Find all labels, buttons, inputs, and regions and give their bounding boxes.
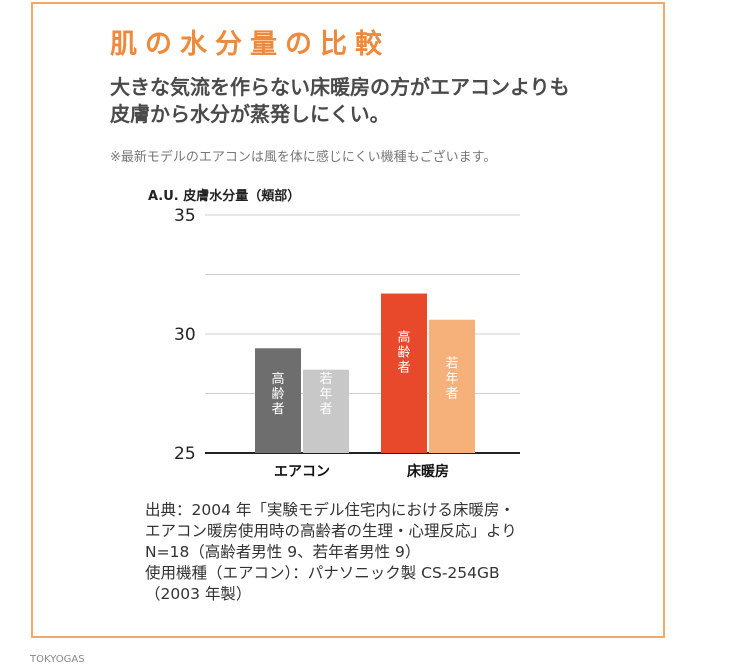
y-tick-label: 35 [174,206,196,226]
bar [303,369,349,453]
image-credit: TOKYOGAS [30,654,85,665]
x-category-label: エアコン [274,464,330,480]
bar-series-label: 高齢者 [397,330,410,376]
lead-line-1: 大きな気流を作らない床暖房の方がエアコンよりも [110,75,570,99]
source-line-5: （2003 年製） [145,585,252,603]
source-line-2: エアコン暖房使用時の高齢者の生理・心理反応」より [145,522,517,540]
footnote: ※最新モデルのエアコンは風を体に感じにくい機種もございます。 [110,150,497,165]
bar [429,319,475,453]
y-axis-label: A.U. 皮膚水分量（頬部） [148,189,301,204]
source-line-3: N=18（高齢者男性 9、若年者男性 9） [145,543,421,561]
bar [255,348,301,453]
x-category-label: 床暖房 [407,463,449,480]
source-line-1: 出典：2004 年「実験モデル住宅内における床暖房・ [145,501,515,519]
source-citation: 出典：2004 年「実験モデル住宅内における床暖房・ エアコン暖房使用時の高齢者… [145,500,517,605]
bar-series-label: 高齢者 [271,371,284,417]
infographic-frame [31,2,665,638]
lead-text: 大きな気流を作らない床暖房の方がエアコンよりも 皮膚から水分が蒸発しにくい。 [110,74,570,128]
y-tick-label: 30 [174,325,196,345]
bar-series-label: 若年者 [445,356,458,402]
chart-title: 肌の水分量の比較 [110,29,390,60]
y-tick-label: 25 [174,444,196,464]
bar [381,293,427,453]
bar-series-label: 若年者 [319,371,332,417]
source-line-4: 使用機種（エアコン）：パナソニック製 CS-254GB [145,564,500,582]
lead-line-2: 皮膚から水分が蒸発しにくい。 [110,102,390,126]
